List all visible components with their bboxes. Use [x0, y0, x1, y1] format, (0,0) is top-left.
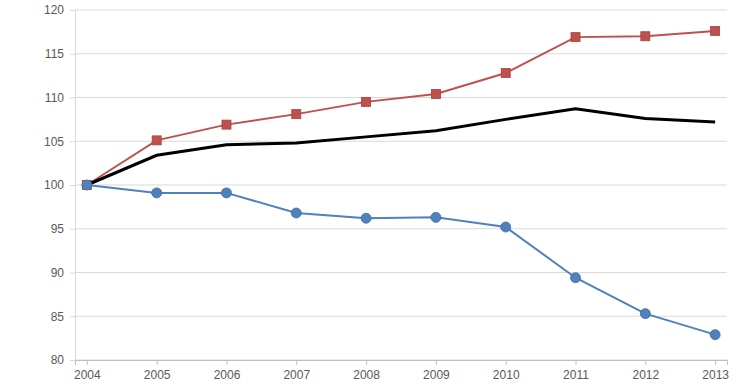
y-tick-mark [70, 141, 75, 142]
y-tick-mark [70, 360, 75, 361]
marker [82, 181, 91, 190]
markers [82, 27, 719, 190]
x-tick: 2008 [353, 360, 380, 382]
x-tick-label: 2012 [632, 368, 659, 382]
y-tick-mark [70, 185, 75, 186]
marker [710, 330, 720, 340]
x-tick-mark [506, 360, 507, 365]
grid [75, 10, 727, 360]
x-tick-mark [366, 360, 367, 365]
y-axis: 80 85 90 95 100 105 110 115 120 [44, 3, 76, 367]
y-tick-label: 100 [44, 178, 64, 192]
x-tick-mark [645, 360, 646, 365]
marker [571, 33, 580, 42]
grid-line [75, 228, 727, 229]
grid-line [75, 10, 727, 11]
x-tick-mark [296, 360, 297, 365]
grid-line [75, 141, 727, 142]
plot-area [82, 27, 720, 340]
y-tick: 90 [51, 266, 75, 280]
marker [152, 136, 161, 145]
y-tick: 85 [51, 310, 75, 324]
grid-line [75, 53, 727, 54]
y-tick: 100 [44, 178, 75, 192]
marker [362, 97, 371, 106]
y-tick-label: 80 [51, 353, 65, 367]
x-tick: 2013 [702, 360, 729, 382]
series-line [87, 109, 715, 185]
x-tick: 2006 [214, 360, 241, 382]
y-tick-mark [70, 54, 75, 55]
y-tick: 95 [51, 222, 75, 236]
x-tick-label: 2010 [493, 368, 520, 382]
x-axis: 2004 2005 2006 2007 2008 2009 2010 2011 2012 2013 [74, 360, 729, 382]
series-line [87, 185, 715, 335]
marker [641, 32, 650, 41]
x-tick-label: 2009 [423, 368, 450, 382]
marker [82, 180, 92, 190]
x-tick: 2007 [283, 360, 310, 382]
markers [82, 180, 720, 340]
marker [222, 120, 231, 129]
y-tick-mark [70, 273, 75, 274]
x-tick-label: 2013 [702, 368, 729, 382]
marker [361, 213, 371, 223]
x-tick: 2009 [423, 360, 450, 382]
x-tick-label: 2008 [353, 368, 380, 382]
marker [291, 208, 301, 218]
marker [431, 90, 440, 99]
y-tick: 105 [44, 135, 75, 149]
chart: 8085909510010511011512020042005200620072… [0, 0, 740, 389]
x-tick: 2004 [74, 360, 101, 382]
y-tick-label: 110 [45, 91, 64, 105]
x-tick-mark [576, 360, 577, 365]
y-tick: 80 [51, 353, 75, 367]
grid-line [75, 185, 727, 186]
x-tick-mark [715, 360, 716, 365]
marker [501, 222, 511, 232]
x-tick-mark [436, 360, 437, 365]
x-tick-label: 2004 [74, 368, 101, 382]
grid-line [75, 316, 727, 317]
y-tick: 115 [45, 47, 75, 61]
x-tick: 2010 [493, 360, 520, 382]
y-tick-mark [70, 316, 75, 317]
marker [292, 110, 301, 119]
x-axis-line [76, 361, 728, 366]
marker [152, 188, 162, 198]
x-tick-mark [226, 360, 227, 365]
y-tick-label: 105 [44, 135, 64, 149]
x-tick: 2011 [563, 360, 589, 382]
marker [431, 212, 441, 222]
y-tick-label: 95 [51, 222, 65, 236]
y-tick: 120 [44, 3, 75, 17]
x-tick-mark [87, 360, 88, 365]
x-tick-mark [157, 360, 158, 365]
y-tick-mark [70, 98, 75, 99]
x-tick-label: 2005 [144, 368, 171, 382]
x-tick-label: 2007 [283, 368, 310, 382]
y-tick-label: 90 [51, 266, 65, 280]
y-tick-label: 120 [44, 3, 64, 17]
marker [640, 309, 650, 319]
x-tick: 2012 [632, 360, 659, 382]
y-tick: 110 [45, 91, 75, 105]
x-tick: 2005 [144, 360, 171, 382]
y-tick-label: 115 [45, 47, 64, 61]
x-tick-label: 2011 [563, 368, 589, 382]
y-tick-label: 85 [51, 310, 65, 324]
y-tick-mark [70, 229, 75, 230]
marker [711, 27, 720, 36]
grid-line [75, 272, 727, 273]
series-line [87, 31, 715, 185]
marker [571, 273, 581, 283]
y-tick-mark [70, 10, 75, 11]
y-axis-line [70, 11, 76, 361]
marker [501, 69, 510, 78]
marker [221, 188, 231, 198]
x-tick-label: 2006 [214, 368, 241, 382]
